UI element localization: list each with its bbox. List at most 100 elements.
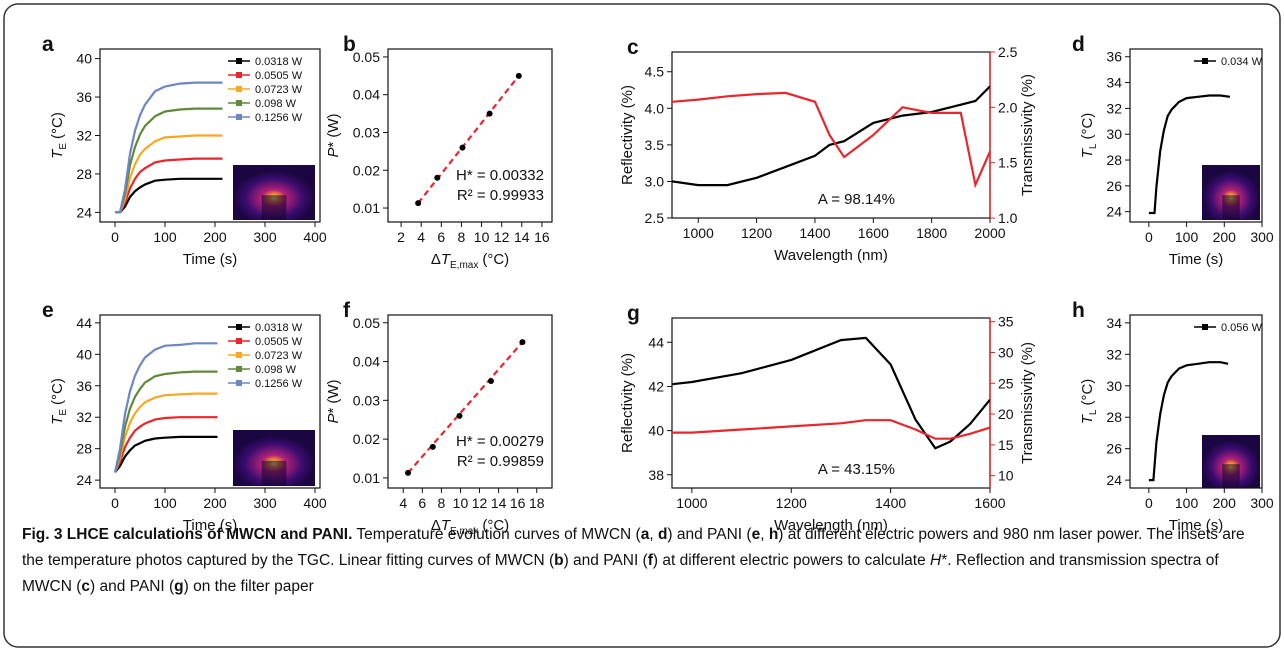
y2-tick-label: 10 — [998, 468, 1014, 484]
axis-label: Transmissivity (%) — [1019, 74, 1036, 196]
annotation: R² = 0.99859 — [457, 453, 544, 470]
legend-label: 0.098 W — [255, 364, 297, 376]
caption-text: a — [640, 526, 650, 543]
x-tick-label: 400 — [303, 495, 327, 511]
caption: Fig. 3 LHCE calculations of MWCN and PAN… — [22, 522, 1262, 600]
caption-text: f — [647, 552, 653, 569]
axis-label-part: (W) — [325, 113, 342, 137]
legend-label: 0.0505 W — [255, 70, 303, 82]
series-line — [1148, 94, 1231, 215]
figure-border — [3, 3, 1281, 648]
x-tick-label: 4 — [417, 229, 425, 245]
caption-text: ) on the filter paper — [183, 578, 314, 595]
x-tick-label: 16 — [534, 229, 550, 245]
caption-text: Temperature evolution curves of MWCN ( — [352, 526, 641, 543]
y-tick-label: 24 — [1106, 204, 1122, 220]
axis-label-part: E,max — [450, 526, 478, 537]
series-line — [672, 85, 990, 187]
data-point — [429, 443, 436, 450]
y-tick-label: 3.5 — [645, 137, 665, 153]
y-tick-label: 28 — [1106, 409, 1122, 425]
plot-frame — [387, 48, 553, 223]
axis-label-part: Δ — [431, 251, 441, 268]
fit-line — [417, 75, 520, 204]
y-tick-label: 0.03 — [353, 124, 380, 140]
y-tick-label: 0.04 — [353, 354, 380, 370]
legend-label: 0.0318 W — [255, 56, 303, 68]
x-tick-label: 0 — [111, 229, 119, 245]
x-tick-label: 16 — [510, 495, 526, 511]
series-line — [115, 177, 223, 214]
series-line — [113, 392, 218, 473]
caption-text: d — [657, 526, 668, 543]
inset-photo-detail — [1222, 464, 1240, 488]
legend-label: 0.0318 W — [255, 322, 303, 334]
y-tick-label: 40 — [648, 423, 664, 439]
axis-label-part: L — [1088, 143, 1099, 149]
x-tick-label: 100 — [153, 495, 177, 511]
y-tick-label: 4.5 — [645, 64, 665, 80]
legend-marker — [236, 380, 242, 386]
y-tick-label: 28 — [76, 166, 92, 182]
y2-tick-label: 15 — [998, 437, 1014, 453]
y2-tick-label: 2.0 — [998, 99, 1018, 115]
series-line — [672, 91, 990, 189]
axis-label: Reflectivity (%) — [619, 85, 636, 185]
y2-tick-label: 35 — [998, 314, 1014, 330]
axis-label: Time (s) — [183, 251, 237, 268]
panel-letter: d — [1072, 33, 1085, 56]
y-tick-label: 38 — [648, 467, 664, 483]
x-tick-label: 1600 — [858, 225, 889, 241]
series-line — [672, 419, 990, 440]
caption-text: g — [174, 578, 184, 595]
annotation: R² = 0.99933 — [457, 187, 544, 204]
series-line — [114, 435, 218, 473]
y2-tick-label: 2.5 — [998, 44, 1018, 60]
axis-label-part: T — [49, 414, 66, 425]
caption-title: Fig. 3 LHCE calculations of MWCN and PAN… — [22, 526, 353, 543]
x-tick-label: 300 — [1250, 495, 1274, 511]
axis-label-part: (°C) — [482, 517, 509, 534]
x-tick-label: 200 — [203, 229, 227, 245]
y-tick-label: 0.05 — [353, 49, 380, 65]
inset-photo-detail — [261, 195, 287, 220]
axis-label-part: E,max — [450, 260, 478, 271]
x-tick-label: 10 — [453, 495, 469, 511]
axis-label: Time (s) — [1169, 517, 1223, 534]
legend-label: 0.1256 W — [255, 112, 303, 124]
x-tick-label: 6 — [437, 229, 445, 245]
panel-letter: c — [627, 36, 639, 59]
y-tick-label: 30 — [1106, 378, 1122, 394]
axis-label: TE (°C) — [49, 112, 69, 159]
y-tick-label: 0.04 — [353, 87, 380, 103]
panel-letter: a — [42, 33, 54, 56]
y-tick-label: 32 — [1106, 346, 1122, 362]
legend-label: 0.098 W — [255, 98, 297, 110]
y-tick-label: 24 — [1106, 472, 1122, 488]
caption-text: H — [930, 552, 942, 569]
legend-marker — [236, 58, 242, 64]
x-tick-label: 100 — [1175, 229, 1199, 245]
y-tick-label: 3.0 — [645, 173, 665, 189]
caption-text: e — [751, 526, 761, 543]
axis-label-part: (W) — [325, 379, 342, 403]
axis-label-part: L — [1088, 409, 1099, 415]
x-tick-label: 1000 — [676, 495, 707, 511]
y-tick-label: 28 — [1106, 152, 1122, 168]
x-tick-label: 0 — [1145, 495, 1153, 511]
x-tick-label: 200 — [1213, 229, 1237, 245]
legend-label: 0.034 W — [1221, 56, 1263, 68]
legend-marker — [236, 324, 242, 330]
x-tick-label: 400 — [303, 229, 327, 245]
x-tick-label: 14 — [514, 229, 530, 245]
caption-text: c — [81, 578, 91, 595]
axis-label-part: T — [441, 517, 452, 534]
caption-text: , — [649, 526, 658, 543]
data-point — [519, 339, 526, 346]
axis-label-part: (°C) — [49, 112, 66, 139]
axis-label: Wavelength (nm) — [774, 247, 888, 264]
legend-marker — [1202, 324, 1208, 330]
x-tick-label: 2000 — [974, 225, 1005, 241]
